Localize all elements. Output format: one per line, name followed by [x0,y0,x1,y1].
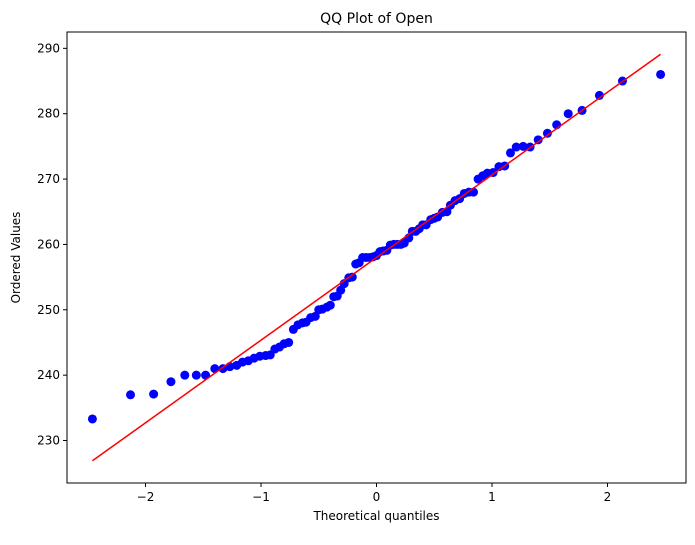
x-tick-label: −2 [137,490,155,504]
data-point [511,142,521,152]
x-axis-label: Theoretical quantiles [312,509,439,523]
data-point [166,377,176,387]
data-point [505,148,515,158]
data-point [325,300,335,310]
x-tick-label: 1 [488,490,496,504]
data-point [518,141,528,151]
x-tick-label: 2 [604,490,612,504]
data-point [347,272,357,282]
data-point [191,370,201,380]
data-point [284,337,294,347]
data-point [87,414,97,424]
y-tick-label: 290 [37,41,60,55]
y-axis-ticks: 230 240 250 260 270 280 290 [37,41,67,448]
y-tick-label: 280 [37,107,60,121]
x-tick-label: −1 [252,490,270,504]
data-point [149,389,159,399]
data-point [542,128,552,138]
x-tick-label: 0 [373,490,381,504]
y-tick-label: 240 [37,368,60,382]
y-tick-label: 270 [37,172,60,186]
data-point [126,390,136,400]
fit-line [91,53,662,462]
reference-line [91,53,662,462]
data-point [533,135,543,145]
y-tick-label: 230 [37,434,60,448]
data-point [180,370,190,380]
y-tick-label: 260 [37,237,60,251]
data-point [656,69,666,79]
chart-title: QQ Plot of Open [320,11,433,27]
data-point [563,109,573,119]
y-axis-label: Ordered Values [9,212,23,304]
x-axis-ticks: −2 −1 0 1 2 [137,483,612,504]
y-tick-label: 250 [37,303,60,317]
data-point [594,90,604,100]
